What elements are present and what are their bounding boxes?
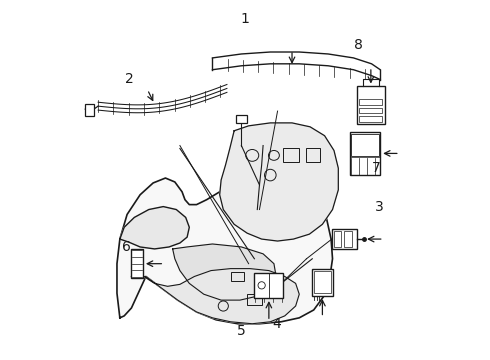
- Bar: [254, 273, 283, 298]
- Text: 7: 7: [372, 161, 381, 175]
- Bar: [332, 229, 357, 249]
- Text: 3: 3: [375, 199, 384, 213]
- Bar: [334, 231, 342, 247]
- Text: 6: 6: [122, 240, 131, 255]
- Bar: [359, 116, 383, 122]
- Bar: [312, 269, 333, 296]
- Bar: [246, 294, 262, 305]
- Bar: [351, 134, 379, 156]
- Text: 2: 2: [125, 72, 134, 86]
- Text: 4: 4: [272, 316, 281, 330]
- Polygon shape: [117, 178, 333, 324]
- Polygon shape: [172, 244, 276, 300]
- Bar: [314, 271, 331, 293]
- Text: 8: 8: [354, 38, 363, 52]
- Polygon shape: [131, 269, 299, 324]
- Bar: [236, 115, 246, 123]
- Polygon shape: [220, 123, 338, 241]
- Bar: [344, 231, 352, 247]
- Bar: [359, 99, 383, 105]
- Bar: [85, 104, 94, 116]
- Bar: [306, 148, 319, 162]
- Bar: [131, 249, 143, 278]
- Bar: [359, 108, 383, 113]
- Bar: [350, 132, 380, 175]
- Bar: [357, 86, 385, 124]
- Bar: [283, 148, 299, 162]
- Text: 1: 1: [241, 12, 249, 26]
- Bar: [231, 272, 244, 281]
- Polygon shape: [120, 207, 189, 249]
- Text: 5: 5: [237, 324, 246, 338]
